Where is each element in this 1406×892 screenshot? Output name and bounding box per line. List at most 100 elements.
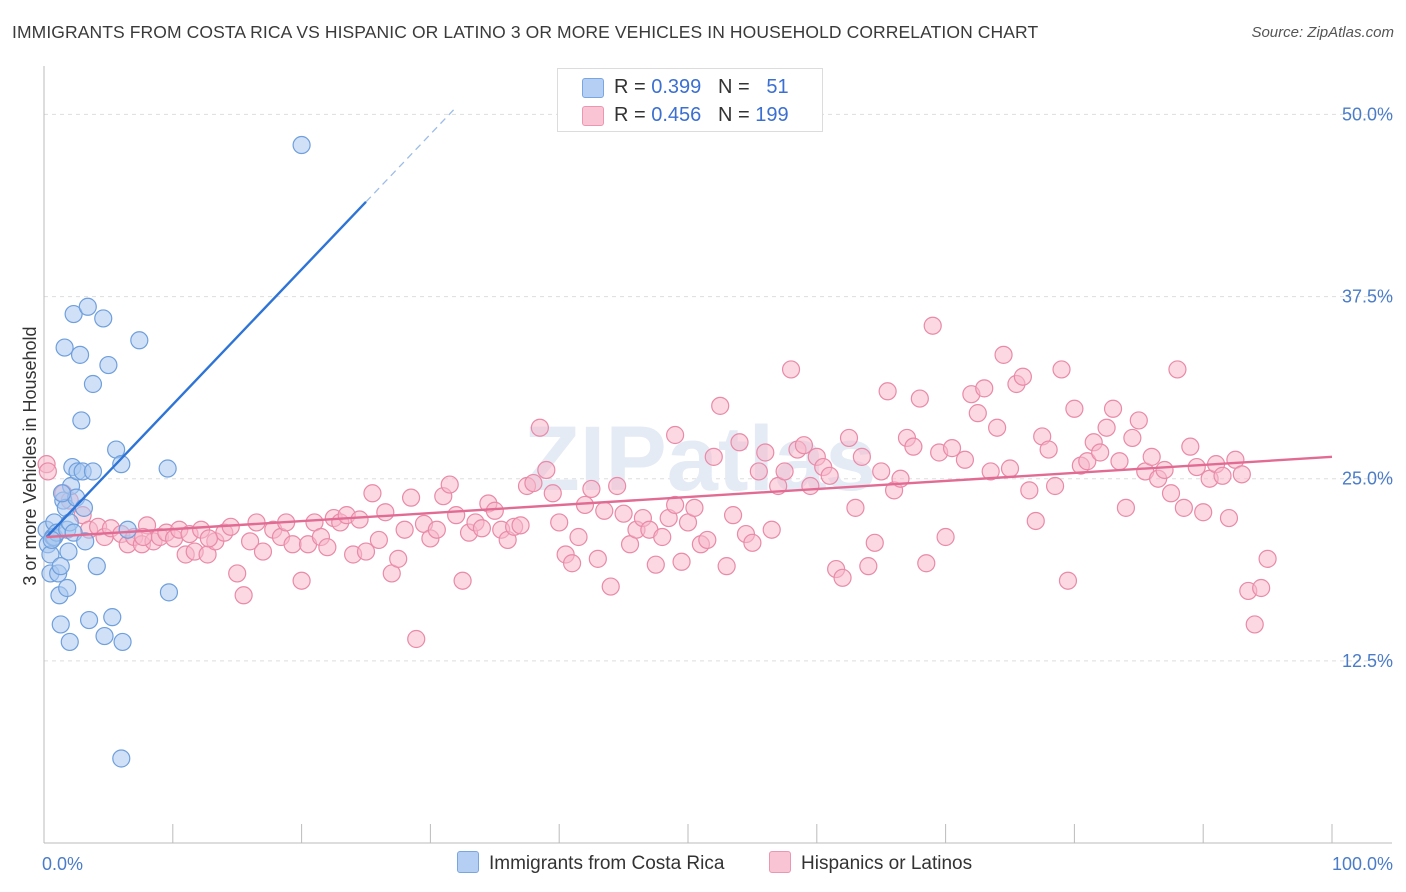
pink-point-178: [1213, 466, 1232, 485]
pink-point-36: [292, 571, 311, 590]
blue-point-49: [52, 484, 72, 503]
pink-point-136: [936, 527, 955, 547]
bottom-legend-blue: Immigrants from Costa Rica: [457, 851, 724, 875]
pink-point-49: [376, 503, 395, 522]
pink-point-120: [833, 568, 852, 587]
pink-point-79: [569, 527, 588, 547]
pink-legend-swatch-icon: [769, 851, 791, 873]
pink-point-59: [440, 475, 459, 494]
pink-point-45: [350, 510, 369, 529]
y-tick-label-1: 25.0%: [1342, 469, 1393, 489]
pink-point-131: [904, 437, 923, 456]
pink-point-140: [968, 404, 987, 423]
blue-point-11: [51, 615, 70, 634]
pink-point-86: [614, 504, 633, 523]
legend-blue-n-label: N =: [717, 76, 750, 98]
y-tick-label-2: 37.5%: [1342, 287, 1393, 307]
pink-point-81: [582, 479, 601, 499]
pink-point-48: [369, 530, 388, 550]
blue-point-29: [74, 498, 94, 517]
legend-pink-n-label: N =: [717, 104, 750, 126]
x-tick-label-0: 0.0%: [42, 854, 83, 874]
blue-point-44: [130, 331, 149, 350]
y-tick-labels: 12.5% 25.0% 37.5% 50.0%: [1342, 104, 1393, 670]
y-tick-label-0: 12.5%: [1342, 651, 1393, 671]
pink-point-115: [801, 476, 820, 496]
blue-point-32: [79, 610, 99, 630]
blue-point-36: [94, 309, 113, 328]
pink-point-126: [872, 462, 891, 481]
pink-point-99: [698, 530, 717, 550]
pink-point-46: [356, 542, 376, 561]
legend-blue-r-label: R =: [614, 76, 646, 98]
blue-series: [37, 135, 311, 768]
blue-point-38: [99, 355, 118, 375]
blue-point-45: [158, 459, 177, 478]
pink-trend-line: [46, 455, 1333, 539]
axes: [43, 66, 1392, 844]
pink-point-28: [234, 586, 253, 605]
pink-point-84: [601, 577, 620, 596]
pink-point-1: [38, 462, 57, 481]
pink-point-134: [923, 316, 942, 335]
pink-point-108: [756, 443, 775, 462]
pink-point-95: [672, 552, 691, 571]
pink-swatch-icon: [582, 106, 604, 126]
pink-point-85: [608, 476, 627, 496]
bottom-legend-pink: Hispanics or Latinos: [769, 851, 972, 875]
legend-pink-r-value: 0.456: [651, 104, 702, 126]
pink-point-94: [666, 495, 685, 515]
pink-point-73: [530, 418, 549, 437]
pink-point-103: [723, 506, 743, 525]
pink-point-127: [878, 382, 897, 401]
legend-blue-n-value: 51: [766, 76, 789, 98]
pink-point-151: [1039, 440, 1058, 459]
pink-point-162: [1110, 452, 1129, 471]
pink-point-102: [717, 557, 736, 576]
pink-point-70: [511, 516, 530, 535]
pink-point-173: [1181, 437, 1200, 456]
pink-point-78: [562, 554, 582, 573]
blue-point-31: [78, 297, 97, 316]
pink-point-51: [389, 549, 408, 568]
pink-point-157: [1078, 452, 1097, 471]
pink-point-52: [395, 520, 414, 539]
pink-point-184: [1252, 578, 1271, 598]
pink-point-97: [685, 498, 704, 517]
pink-point-111: [775, 462, 794, 481]
pink-point-114: [794, 436, 814, 455]
blue-point-34: [83, 462, 103, 481]
pink-point-171: [1168, 360, 1187, 379]
legend-row-blue: R = 0.399 N = 51: [558, 74, 822, 102]
blue-point-48: [292, 135, 311, 155]
pink-point-187: [199, 529, 218, 548]
pink-point-183: [1245, 615, 1264, 634]
pink-point-82: [588, 549, 607, 568]
blue-point-41: [112, 455, 131, 474]
pink-point-142: [981, 462, 1000, 481]
blue-point-22: [64, 304, 83, 324]
blue-point-43: [118, 520, 137, 539]
pink-point-75: [543, 484, 562, 503]
blue-legend-swatch-icon: [457, 851, 479, 873]
pink-point-121: [839, 428, 859, 448]
bottom-legend-blue-label: Immigrants from Costa Rica: [489, 853, 725, 874]
blue-point-33: [83, 374, 103, 394]
pink-point-29: [240, 532, 260, 551]
pink-point-143: [988, 418, 1007, 437]
pink-point-66: [485, 501, 504, 520]
blue-point-19: [60, 632, 79, 652]
legend-pink-r-label: R =: [614, 104, 646, 126]
blue-point-39: [103, 608, 122, 627]
pink-point-91: [646, 555, 665, 574]
correlation-legend: R = 0.399 N = 51 R = 0.456 N = 199: [557, 68, 823, 132]
grid-lines: [44, 113, 1392, 662]
pink-point-35: [283, 535, 302, 554]
pink-point-27: [228, 564, 247, 583]
pink-point-149: [1026, 511, 1045, 531]
pink-point-147: [1013, 367, 1032, 386]
pink-point-31: [253, 542, 273, 561]
pink-point-137: [942, 439, 962, 458]
pink-point-170: [1161, 484, 1181, 503]
